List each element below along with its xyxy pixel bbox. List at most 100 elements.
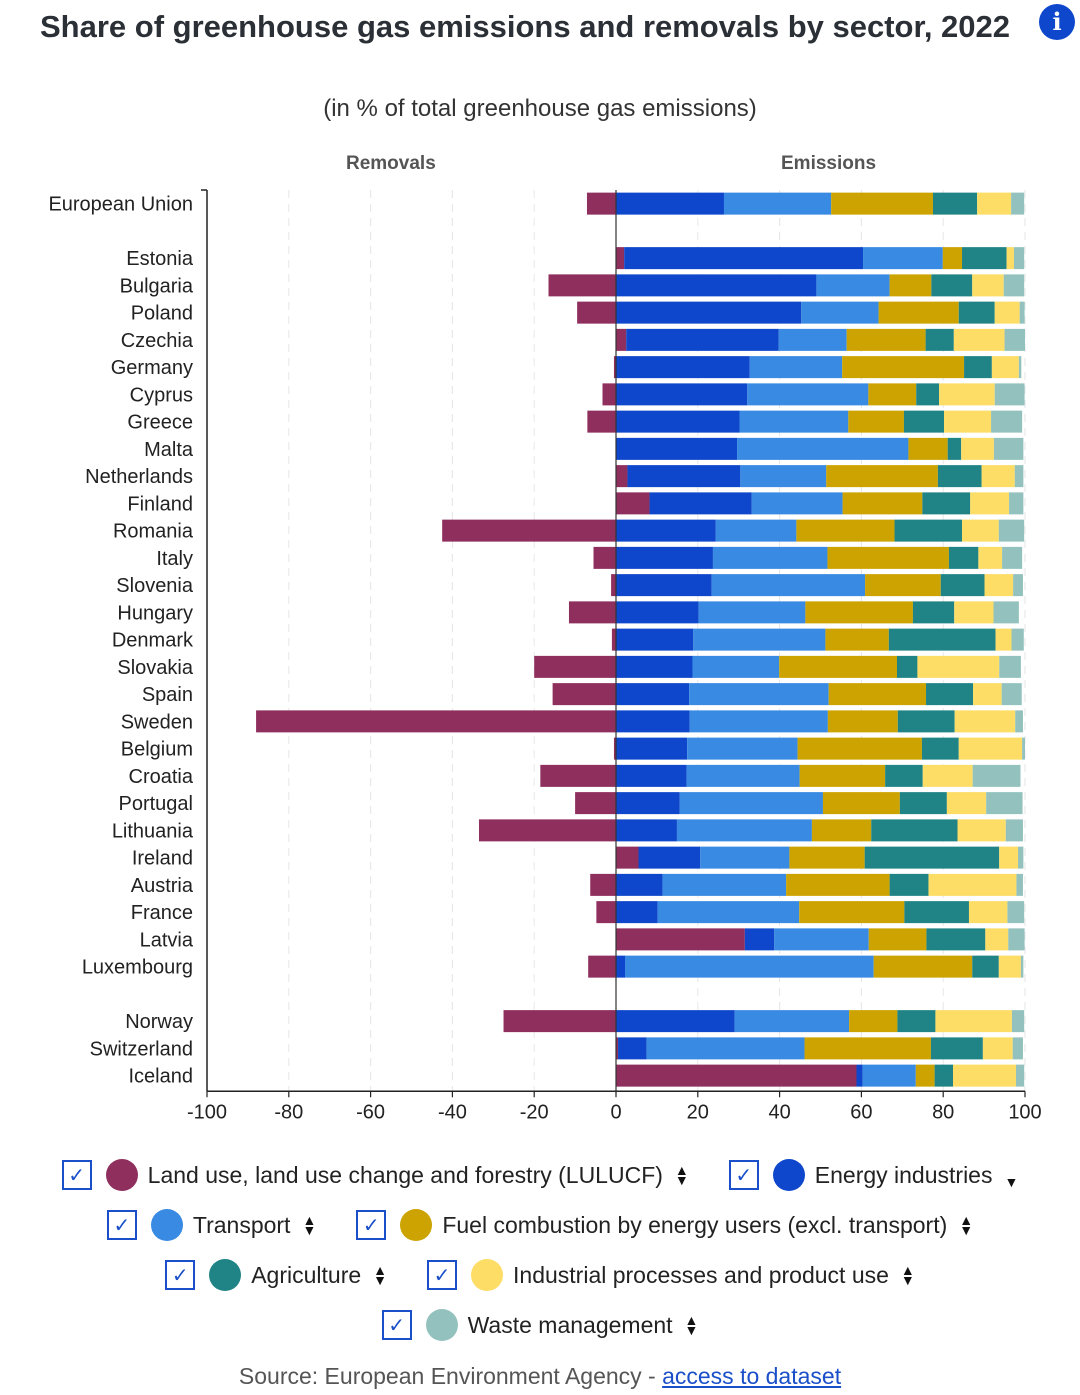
- bar-segment[interactable]: [1003, 274, 1025, 297]
- bar-segment[interactable]: [994, 383, 1025, 406]
- bar-segment[interactable]: [947, 437, 962, 460]
- bar-segment[interactable]: [958, 737, 1023, 760]
- bar-segment[interactable]: [552, 683, 616, 706]
- bar-segment[interactable]: [915, 1064, 935, 1087]
- bar-segment[interactable]: [1013, 247, 1025, 270]
- bar-segment[interactable]: [616, 764, 687, 787]
- checkbox-checked-icon[interactable]: ✓: [106, 1210, 137, 1240]
- bar-segment[interactable]: [1018, 846, 1024, 869]
- bar-segment[interactable]: [862, 1064, 916, 1087]
- bar-segment[interactable]: [912, 601, 955, 624]
- bar-segment[interactable]: [946, 792, 987, 815]
- bar-segment[interactable]: [689, 683, 829, 706]
- bar-segment[interactable]: [944, 410, 992, 433]
- bar-segment[interactable]: [973, 683, 1002, 706]
- bar-segment[interactable]: [822, 792, 900, 815]
- checkbox-checked-icon[interactable]: ✓: [165, 1260, 196, 1290]
- bar-segment[interactable]: [1006, 247, 1014, 270]
- bar-segment[interactable]: [1011, 628, 1024, 651]
- bar-segment[interactable]: [715, 519, 797, 542]
- bar-segment[interactable]: [624, 955, 874, 978]
- bar-segment[interactable]: [624, 247, 864, 270]
- bar-segment[interactable]: [831, 192, 933, 215]
- bar-segment[interactable]: [740, 465, 827, 488]
- bar-segment[interactable]: [961, 437, 994, 460]
- bar-segment[interactable]: [953, 1064, 1017, 1087]
- bar-segment[interactable]: [939, 383, 995, 406]
- bar-segment[interactable]: [935, 1010, 1012, 1033]
- bar-segment[interactable]: [846, 328, 926, 351]
- bar-segment[interactable]: [954, 710, 1016, 733]
- bar-segment[interactable]: [885, 764, 923, 787]
- bar-segment[interactable]: [692, 655, 780, 678]
- legend-item-agriculture[interactable]: ✓ Agriculture ▲ ▼: [165, 1259, 387, 1291]
- bar-segment[interactable]: [868, 928, 927, 951]
- bar-segment[interactable]: [826, 465, 938, 488]
- bar-segment[interactable]: [649, 492, 752, 515]
- bar-segment[interactable]: [1011, 192, 1025, 215]
- sort-both-icon[interactable]: ▲ ▼: [674, 1162, 689, 1188]
- bar-segment[interactable]: [916, 383, 940, 406]
- bar-segment[interactable]: [894, 519, 963, 542]
- checkbox-checked-icon[interactable]: ✓: [356, 1210, 387, 1240]
- bar-segment[interactable]: [991, 356, 1019, 379]
- bar-segment[interactable]: [1020, 955, 1024, 978]
- bar-segment[interactable]: [1015, 710, 1023, 733]
- bar-segment[interactable]: [744, 928, 775, 951]
- bar-segment[interactable]: [998, 519, 1025, 542]
- bar-segment[interactable]: [256, 710, 616, 733]
- bar-segment[interactable]: [926, 683, 974, 706]
- bar-segment[interactable]: [616, 901, 658, 924]
- bar-segment[interactable]: [897, 710, 955, 733]
- bar-segment[interactable]: [442, 519, 616, 542]
- bar-segment[interactable]: [1009, 492, 1024, 515]
- bar-segment[interactable]: [687, 737, 798, 760]
- bar-segment[interactable]: [616, 601, 699, 624]
- bar-segment[interactable]: [786, 873, 890, 896]
- bar-segment[interactable]: [825, 628, 889, 651]
- bar-segment[interactable]: [613, 737, 616, 760]
- bar-segment[interactable]: [616, 465, 628, 488]
- bar-segment[interactable]: [616, 519, 716, 542]
- bar-segment[interactable]: [1012, 1037, 1023, 1060]
- sort-both-icon[interactable]: ▲ ▼: [900, 1262, 915, 1288]
- bar-segment[interactable]: [1005, 819, 1023, 842]
- bar-segment[interactable]: [842, 492, 923, 515]
- bar-segment[interactable]: [616, 1037, 619, 1060]
- bar-segment[interactable]: [994, 301, 1020, 324]
- bar-segment[interactable]: [774, 928, 869, 951]
- bar-segment[interactable]: [779, 655, 897, 678]
- bar-segment[interactable]: [801, 301, 879, 324]
- sort-both-icon[interactable]: ▲ ▼: [684, 1312, 699, 1338]
- bar-segment[interactable]: [842, 356, 965, 379]
- sort-down-icon[interactable]: ▼: [1004, 1174, 1019, 1190]
- bar-segment[interactable]: [616, 383, 748, 406]
- legend-item-energy[interactable]: ✓ Energy industries ▼: [728, 1159, 1019, 1191]
- bar-segment[interactable]: [1016, 1064, 1025, 1087]
- bar-segment[interactable]: [778, 328, 847, 351]
- bar-segment[interactable]: [868, 383, 917, 406]
- bar-segment[interactable]: [811, 819, 872, 842]
- bar-segment[interactable]: [964, 356, 992, 379]
- bar-segment[interactable]: [739, 410, 849, 433]
- bar-segment[interactable]: [590, 873, 616, 896]
- checkbox-checked-icon[interactable]: ✓: [381, 1310, 412, 1340]
- sort-both-icon[interactable]: ▲ ▼: [373, 1262, 388, 1288]
- bar-segment[interactable]: [928, 873, 1017, 896]
- bar-segment[interactable]: [849, 1010, 898, 1033]
- bar-segment[interactable]: [816, 274, 890, 297]
- bar-segment[interactable]: [982, 1037, 1013, 1060]
- bar-segment[interactable]: [930, 1037, 983, 1060]
- bar-segment[interactable]: [596, 901, 616, 924]
- bar-segment[interactable]: [657, 901, 800, 924]
- bar-segment[interactable]: [616, 955, 625, 978]
- bar-segment[interactable]: [616, 683, 690, 706]
- bar-segment[interactable]: [616, 873, 663, 896]
- legend-item-fuel[interactable]: ✓ Fuel combustion by energy users (excl.…: [356, 1209, 973, 1241]
- bar-segment[interactable]: [926, 928, 986, 951]
- dataset-link[interactable]: access to dataset: [662, 1363, 842, 1389]
- bar-segment[interactable]: [616, 492, 650, 515]
- bar-segment[interactable]: [616, 437, 738, 460]
- bar-segment[interactable]: [897, 1010, 936, 1033]
- bar-segment[interactable]: [737, 437, 909, 460]
